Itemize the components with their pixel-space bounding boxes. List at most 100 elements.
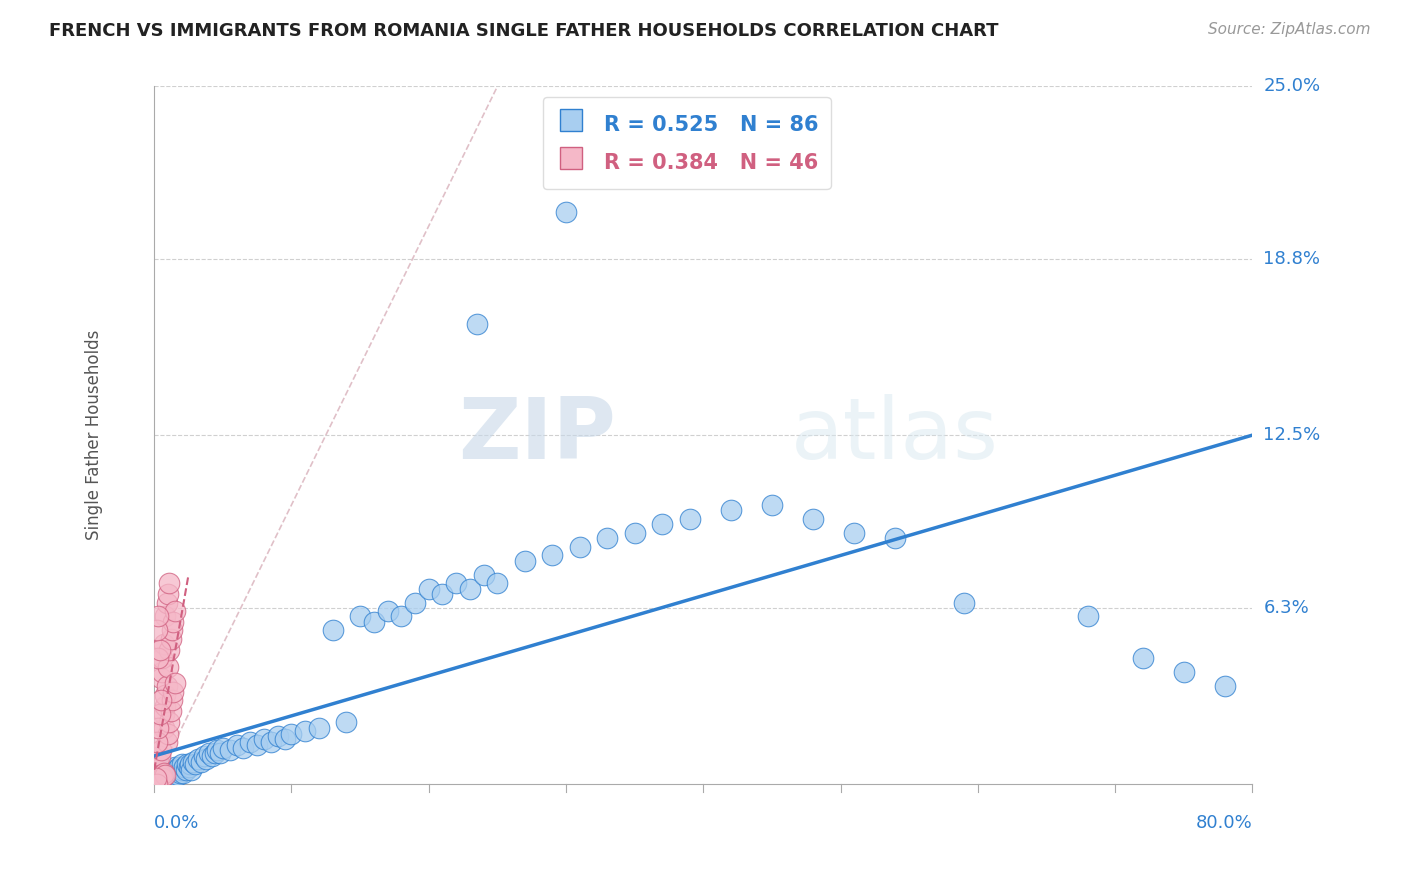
Point xyxy=(207,743,229,757)
Point xyxy=(432,587,454,601)
Point xyxy=(389,609,412,624)
Point xyxy=(156,771,179,785)
Point xyxy=(444,576,467,591)
Point xyxy=(157,576,180,591)
Point xyxy=(1077,609,1099,624)
Point xyxy=(150,693,173,707)
Point xyxy=(155,609,177,624)
Point xyxy=(209,746,232,760)
Text: 18.8%: 18.8% xyxy=(1264,251,1320,268)
Point xyxy=(322,624,344,638)
Point xyxy=(146,771,169,785)
Point xyxy=(162,765,184,780)
Point xyxy=(180,763,202,777)
Point xyxy=(308,721,330,735)
Point xyxy=(294,723,316,738)
Text: ZIP: ZIP xyxy=(458,393,616,476)
Point xyxy=(153,637,176,651)
Point xyxy=(162,615,184,629)
Point xyxy=(162,685,184,699)
Point xyxy=(156,659,179,673)
Point xyxy=(349,609,371,624)
Point xyxy=(146,763,169,777)
Point xyxy=(167,760,190,774)
Point xyxy=(156,587,179,601)
Point xyxy=(153,771,176,785)
Point xyxy=(541,548,564,562)
Point xyxy=(163,768,186,782)
Point xyxy=(1213,679,1236,693)
Point xyxy=(157,765,180,780)
Point xyxy=(148,651,170,665)
Point xyxy=(148,721,170,735)
Text: 0.0%: 0.0% xyxy=(155,814,200,832)
Point xyxy=(596,532,619,546)
Point xyxy=(198,746,221,760)
Point xyxy=(157,643,180,657)
Text: 80.0%: 80.0% xyxy=(1195,814,1253,832)
Point xyxy=(225,738,247,752)
Text: Single Father Households: Single Father Households xyxy=(84,330,103,541)
Point xyxy=(159,632,181,646)
Point xyxy=(246,738,269,752)
Point xyxy=(486,576,509,591)
Point xyxy=(651,517,673,532)
Point xyxy=(155,595,177,609)
Point xyxy=(404,595,426,609)
Point xyxy=(152,665,174,680)
Point xyxy=(363,615,385,629)
Point xyxy=(146,624,169,638)
Point xyxy=(146,735,169,749)
Legend: R = 0.525   N = 86, R = 0.384   N = 46: R = 0.525 N = 86, R = 0.384 N = 46 xyxy=(543,97,831,189)
Point xyxy=(187,752,209,766)
Point xyxy=(155,768,177,782)
Point xyxy=(149,774,172,789)
Point xyxy=(150,768,173,782)
Point xyxy=(163,676,186,690)
Text: Source: ZipAtlas.com: Source: ZipAtlas.com xyxy=(1208,22,1371,37)
Point xyxy=(149,748,172,763)
Point xyxy=(568,540,591,554)
Point xyxy=(159,768,181,782)
Point xyxy=(163,604,186,618)
Point xyxy=(155,688,177,702)
Point xyxy=(156,726,179,740)
Point xyxy=(623,525,645,540)
Point xyxy=(193,748,215,763)
Point xyxy=(170,763,193,777)
Point xyxy=(190,755,212,769)
Point xyxy=(152,651,174,665)
Point xyxy=(418,582,440,596)
Point xyxy=(163,760,186,774)
Point xyxy=(844,525,866,540)
Point xyxy=(678,512,700,526)
Point xyxy=(150,671,173,685)
Point xyxy=(761,498,783,512)
Point xyxy=(149,643,172,657)
Point xyxy=(377,604,399,618)
Point xyxy=(1173,665,1195,680)
Point xyxy=(150,743,173,757)
Point xyxy=(160,763,183,777)
Point xyxy=(195,752,218,766)
Point xyxy=(152,768,174,782)
Point xyxy=(149,707,172,722)
Point xyxy=(150,771,173,785)
Point xyxy=(155,735,177,749)
Point xyxy=(148,755,170,769)
Point xyxy=(153,707,176,722)
Point xyxy=(181,755,204,769)
Point xyxy=(201,748,224,763)
Point xyxy=(239,735,262,749)
Point xyxy=(159,704,181,718)
Text: 12.5%: 12.5% xyxy=(1264,426,1320,444)
Point xyxy=(465,317,488,331)
Text: FRENCH VS IMMIGRANTS FROM ROMANIA SINGLE FATHER HOUSEHOLDS CORRELATION CHART: FRENCH VS IMMIGRANTS FROM ROMANIA SINGLE… xyxy=(49,22,998,40)
Point xyxy=(155,679,177,693)
Point xyxy=(166,768,188,782)
Text: 25.0%: 25.0% xyxy=(1264,78,1320,95)
Point xyxy=(720,503,742,517)
Point xyxy=(472,567,495,582)
Point xyxy=(335,715,357,730)
Point xyxy=(169,765,191,780)
